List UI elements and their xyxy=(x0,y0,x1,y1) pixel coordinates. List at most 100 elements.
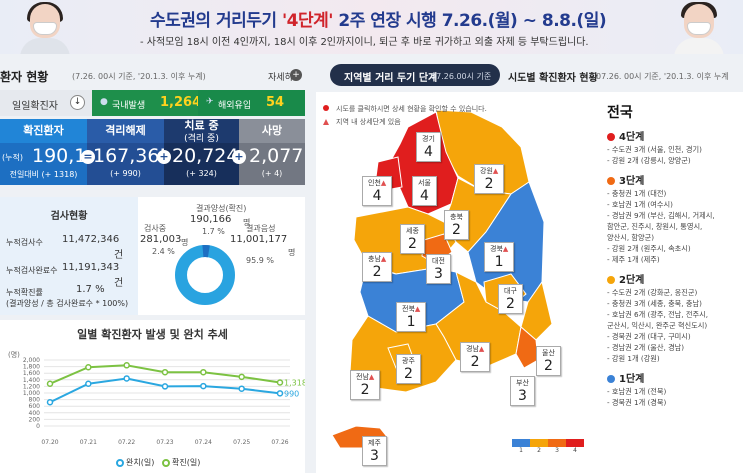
nationwide-title: 전국 xyxy=(607,105,633,121)
data-point[interactable] xyxy=(276,379,284,386)
warning-icon: ▲ xyxy=(502,245,509,253)
y-tick-label: 600 xyxy=(29,403,41,410)
tests-title: 검사현황 xyxy=(50,211,88,222)
male-official-avatar xyxy=(672,2,726,54)
deaths-box: 사망 2,077 (+ 4) xyxy=(239,119,305,185)
map-panel: 시도를 클릭하시면 상세 현황을 확인할 수 있습니다. 지역 내 상세단계 있… xyxy=(316,92,743,473)
treating-value: 20,724 xyxy=(172,145,239,167)
region-name: 경남▲ xyxy=(466,345,485,353)
deaths-delta: (+ 4) xyxy=(261,169,283,178)
region-label[interactable]: 경기 4 xyxy=(416,132,441,162)
region-level: 2 xyxy=(407,236,417,252)
arrow-down-icon[interactable]: ↓ xyxy=(70,95,85,110)
scale-label: 2 xyxy=(537,447,541,454)
chart-title: 일별 확진환자 발생 및 완치 추세 xyxy=(77,328,228,341)
region-name: 충북 xyxy=(450,213,463,221)
level-dot-icon xyxy=(607,177,615,185)
region-level: 3 xyxy=(433,266,443,282)
confirmed-label: 확진환자 xyxy=(0,119,87,143)
data-point[interactable] xyxy=(238,373,245,381)
level-item: - 강원 1개 (강원) xyxy=(607,354,660,363)
status-header: 환자 현황 (7.26. 00시 기준, '20.1.3. 이후 누계) 자세히… xyxy=(0,66,305,86)
tab-regional-cases[interactable]: 시도별 확진환자 현황 07.26. 00시 기준, '20.1.3. 이후 누… xyxy=(500,64,743,86)
confirmed-delta: 전일대비 (+ 1318) xyxy=(9,170,78,179)
legend-confirmed: 확진(일) xyxy=(162,457,200,468)
region-label[interactable]: 대구 2 xyxy=(498,284,523,314)
y-tick-label: 0 xyxy=(36,423,40,430)
region-label[interactable]: 대전 3 xyxy=(426,254,451,284)
region-label[interactable]: 전남▲ 2 xyxy=(350,370,381,400)
region-level: 2 xyxy=(470,354,480,370)
data-point[interactable] xyxy=(123,362,130,369)
level-item: 함안군, 진주시, 창원시, 통영시, xyxy=(607,222,703,231)
data-point[interactable] xyxy=(200,382,207,390)
region-level: 4 xyxy=(372,188,382,204)
region-label[interactable]: 부산 3 xyxy=(510,376,535,406)
x-tick-label: 07.26 xyxy=(271,439,288,446)
region-ulsan[interactable] xyxy=(520,280,553,341)
data-point[interactable] xyxy=(200,368,207,376)
region-name: 전북▲ xyxy=(402,305,421,313)
region-level: 2 xyxy=(451,222,461,238)
imported-value: 54 xyxy=(266,95,285,110)
region-level: 2 xyxy=(372,264,382,280)
positive-label: 결과양성(확진) xyxy=(196,204,247,213)
trend-chart-section: 일별 확진환자 발생 및 완치 추세 (명) 2,000 1,800 1,600 1,… xyxy=(0,320,305,473)
treating-box: 치료 중 (격리 중) 20,724 (+ 324) xyxy=(164,119,239,185)
released-delta: (+ 990) xyxy=(110,169,141,178)
deaths-value: 2,077 xyxy=(249,145,304,167)
region-label[interactable]: 충남▲ 2 xyxy=(362,252,393,282)
tests-row-value: 11,472,346 xyxy=(62,234,120,245)
data-point[interactable] xyxy=(85,364,92,371)
region-label[interactable]: 제주 3 xyxy=(362,436,387,466)
level-item: - 호남권 1개 (여수시) xyxy=(607,200,673,209)
positivity-note: (결과양성 / 총 검사완료수 * 100%) xyxy=(6,299,129,308)
region-label[interactable]: 경북▲ 1 xyxy=(484,242,515,272)
region-level: 1 xyxy=(494,254,504,270)
data-point[interactable] xyxy=(46,380,54,388)
region-gyeongnam[interactable] xyxy=(435,271,522,368)
data-point[interactable] xyxy=(46,398,54,406)
region-label[interactable]: 충북 2 xyxy=(444,210,469,240)
data-point[interactable] xyxy=(161,383,169,390)
region-name: 광주 xyxy=(402,357,415,365)
region-label[interactable]: 인천▲ 4 xyxy=(362,176,393,206)
region-label[interactable]: 강원▲ 2 xyxy=(474,164,505,194)
y-tick-label: 1,800 xyxy=(23,364,40,371)
region-label[interactable]: 경남▲ 2 xyxy=(460,342,491,372)
x-tick-label: 07.21 xyxy=(80,439,97,446)
patient-status-panel: 환자 현황 (7.26. 00시 기준, '20.1.3. 이후 누계) 자세히… xyxy=(0,62,305,473)
region-level: 2 xyxy=(484,176,494,192)
region-label[interactable]: 광주 2 xyxy=(396,354,421,384)
region-label[interactable]: 서울 4 xyxy=(412,176,437,206)
more-link[interactable]: 자세히 xyxy=(268,73,293,83)
airplane-icon: ✈ xyxy=(206,97,214,107)
daily-cases-toggle[interactable]: 일일확진자 ↓ xyxy=(0,90,92,116)
data-point[interactable] xyxy=(85,380,92,388)
tab-distancing-date: 07.26.00시 기준 xyxy=(431,72,492,81)
tab-distancing-levels[interactable]: 지역별 거리 두기 단계 07.26.00시 기준 xyxy=(330,64,500,86)
warning-icon: ▲ xyxy=(478,345,485,353)
more-plus-icon[interactable]: + xyxy=(290,69,302,81)
level-heading: 3단계 xyxy=(607,172,644,187)
level-item: - 경북권 1개 (경북) xyxy=(607,398,667,407)
region-label[interactable]: 울산 2 xyxy=(536,346,561,376)
level-list-panel: 전국 4단계 - 수도권 3개 (서울, 인천, 경기) - 강원 2개 (강릉시,… xyxy=(601,92,743,473)
region-name: 충남▲ xyxy=(368,255,387,263)
region-label[interactable]: 세종 2 xyxy=(400,224,425,254)
region-name: 전남▲ xyxy=(356,373,375,381)
level-item: - 수도권 2개 (강화군, 옹진군) xyxy=(607,288,698,297)
data-point[interactable] xyxy=(276,390,284,397)
level-dot-icon xyxy=(607,276,615,284)
region-name: 제주 xyxy=(368,439,381,447)
status-date: (7.26. 00시 기준, '20.1.3. 이후 누계) xyxy=(72,72,206,81)
data-point[interactable] xyxy=(123,375,130,382)
positive-pct: 1.7 % xyxy=(202,227,225,236)
status-title: 환자 현황 xyxy=(0,70,49,84)
region-name: 부산 xyxy=(516,379,529,387)
data-point[interactable] xyxy=(161,368,169,376)
y-tick-label: 1,200 xyxy=(23,383,40,390)
region-label[interactable]: 전북▲ 1 xyxy=(396,302,427,332)
legend-recovered: 완치(일) xyxy=(116,457,154,468)
data-point[interactable] xyxy=(238,385,245,392)
